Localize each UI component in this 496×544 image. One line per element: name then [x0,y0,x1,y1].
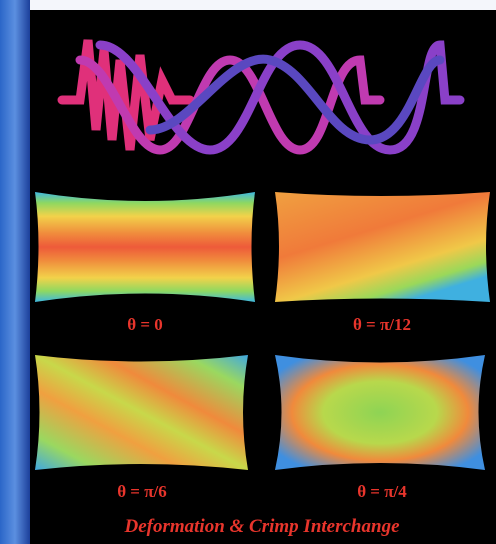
panel-label: θ = 0 [127,315,163,334]
panel-label: θ = π/4 [357,482,407,501]
heatmap [275,355,485,470]
heatmap [35,192,255,302]
figure: θ = 0 θ = π/12 θ = π/6 θ = π/4 Deformati… [0,0,496,544]
heatmap [35,355,248,470]
caption: Deformation & Crimp Interchange [124,516,401,537]
heatmap [275,192,490,302]
side-strip [0,0,30,544]
panel-label: θ = π/6 [117,482,167,501]
panel-label: θ = π/12 [353,315,411,334]
top-strip [30,0,496,10]
